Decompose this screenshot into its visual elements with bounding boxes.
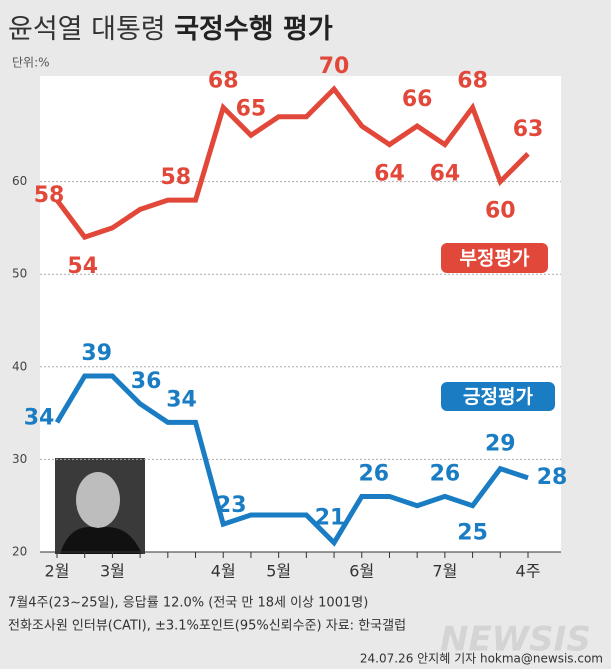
data-label: 21: [315, 506, 346, 531]
data-label: 34: [24, 405, 55, 430]
title-bold: 국정수행 평가: [174, 14, 333, 45]
chart-title: 윤석열 대통령 국정수행 평가: [8, 14, 333, 45]
data-label: 54: [67, 254, 98, 279]
line: [54, 85, 530, 241]
data-label: 39: [81, 341, 112, 366]
data-label: 26: [430, 461, 461, 486]
x-tick-label: 4주: [516, 562, 541, 581]
data-label: 28: [537, 465, 568, 490]
y-tick-label: 20: [12, 545, 27, 559]
data-label: 63: [513, 117, 544, 142]
legend-box: [441, 382, 555, 411]
legend-label: 부정평가: [460, 248, 530, 270]
x-tick-label: 6월: [349, 562, 374, 581]
data-label: 68: [457, 69, 488, 94]
data-label: 64: [374, 162, 405, 187]
photo-body: [60, 527, 142, 554]
x-tick-label: 2월: [45, 562, 70, 581]
y-tick-label: 60: [12, 174, 27, 188]
data-label: 36: [131, 369, 162, 394]
data-label: 23: [216, 493, 247, 518]
data-label: 65: [236, 96, 267, 121]
data-label: 26: [358, 461, 389, 486]
data-label: 64: [430, 162, 461, 187]
line: [54, 373, 529, 547]
x-tick-label: 3월: [100, 562, 125, 581]
title-plain: 윤석열 대통령: [8, 14, 166, 45]
unit: 단위:%: [12, 56, 50, 70]
legend-box: [441, 243, 548, 273]
note: 7월4주(23~25일), 응답률 12.0% (전국 만 18세 이상 100…: [8, 596, 368, 611]
photo: [55, 458, 145, 554]
data-label: 25: [457, 521, 488, 546]
x-tick-label: 4월: [211, 562, 236, 581]
y-tick-label: 50: [12, 267, 27, 281]
y-tick-label: 30: [12, 452, 27, 466]
photo-face: [76, 472, 120, 528]
y-tick-label: 40: [12, 359, 27, 373]
data-label: 70: [319, 54, 350, 79]
note: 전화조사원 인터뷰(CATI), ±3.1%포인트(95%신뢰수준) 자료: 한…: [8, 619, 406, 634]
data-label: 34: [166, 387, 197, 412]
x-tick-label: 5월: [266, 562, 291, 581]
data-label: 58: [161, 165, 192, 190]
legend-label: 긍정평가: [463, 386, 533, 408]
data-label: 68: [208, 69, 239, 94]
watermark: NEWSIS: [440, 620, 591, 660]
x-tick-label: 7월: [432, 562, 457, 581]
credit: 24.07.26 안지혜 기자 hokma@newsis.com: [360, 652, 603, 666]
data-label: 58: [34, 183, 65, 208]
data-label: 66: [402, 87, 433, 112]
data-label: 29: [485, 432, 516, 457]
data-label: 60: [485, 199, 516, 224]
